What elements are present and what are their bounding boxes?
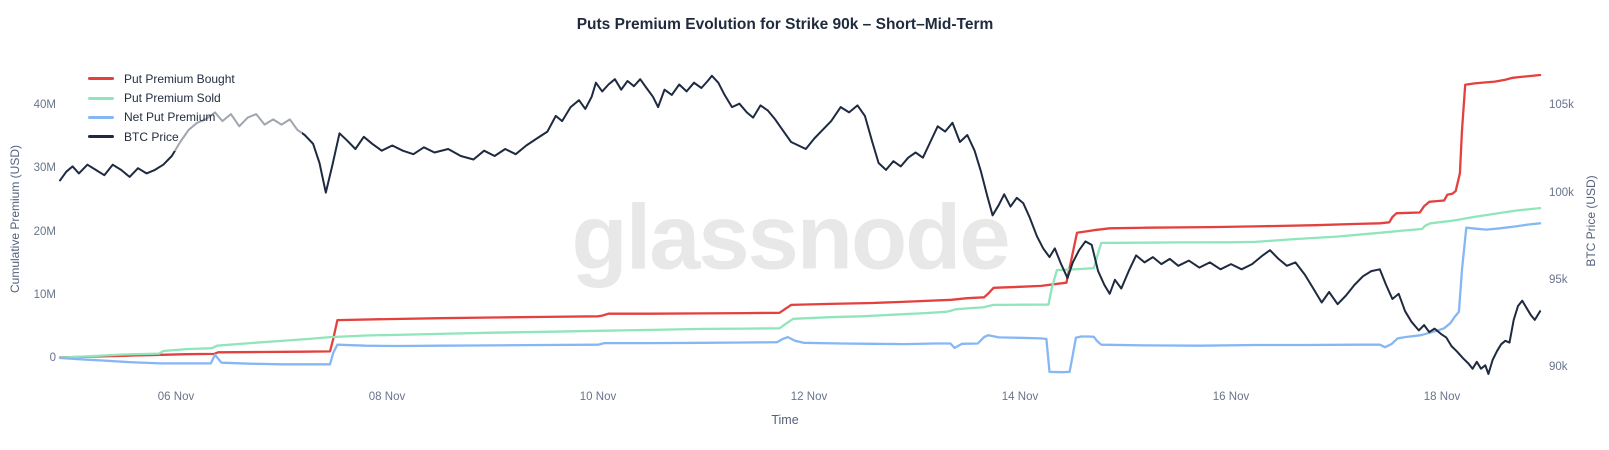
legend-label: Put Premium Bought xyxy=(124,71,235,86)
legend-item-put-premium-bought[interactable]: Put Premium Bought xyxy=(88,69,302,88)
y-right-tick-label: 95k xyxy=(1549,273,1568,286)
y-left-tick-label: 10M xyxy=(33,288,56,301)
legend-swatch-put-premium-bought xyxy=(88,77,114,81)
glassnode-watermark: glassnode xyxy=(571,186,1010,289)
legend-item-put-premium-sold[interactable]: Put Premium Sold xyxy=(88,88,302,107)
x-tick-label: 16 Nov xyxy=(1212,391,1250,403)
y-left-tick-label: 40M xyxy=(33,99,56,111)
legend-label: Put Premium Sold xyxy=(124,91,221,106)
y-left-tick-label: 20M xyxy=(33,225,56,238)
legend-item-net-put-premium[interactable]: Net Put Premium xyxy=(88,108,302,127)
legend: Put Premium Bought Put Premium Sold Net Pu… xyxy=(78,63,302,151)
x-tick-label: 18 Nov xyxy=(1423,391,1461,403)
legend-label: Net Put Premium xyxy=(124,110,216,125)
legend-swatch-btc-price xyxy=(88,135,114,139)
y-left-tick-label: 30M xyxy=(33,162,56,175)
page-title: Puts Premium Evolution for Strike 90k – … xyxy=(576,16,994,33)
series-net-put-premium xyxy=(58,222,1542,374)
legend-label: BTC Price xyxy=(124,129,179,144)
x-tick-label: 10 Nov xyxy=(579,391,617,403)
x-tick-label: 14 Nov xyxy=(1001,391,1039,403)
legend-item-btc-price[interactable]: BTC Price xyxy=(88,127,302,146)
series-put-premium-bought xyxy=(58,73,1542,359)
x-tick-label: 06 Nov xyxy=(157,391,195,403)
legend-swatch-put-premium-sold xyxy=(88,96,114,100)
series-btc-price xyxy=(59,74,1542,375)
y-right-tick-label: 100k xyxy=(1549,186,1574,199)
y-right-tick-label: 90k xyxy=(1549,361,1568,373)
x-tick-label: 12 Nov xyxy=(790,391,828,403)
legend-swatch-net-put-premium xyxy=(88,115,114,119)
x-axis-title: Time xyxy=(771,413,799,427)
y-right-tick-label: 105k xyxy=(1549,99,1574,112)
series-put-premium-sold xyxy=(58,206,1542,359)
x-tick-label: 08 Nov xyxy=(368,391,406,403)
y-left-tick-label: 0 xyxy=(49,352,56,364)
